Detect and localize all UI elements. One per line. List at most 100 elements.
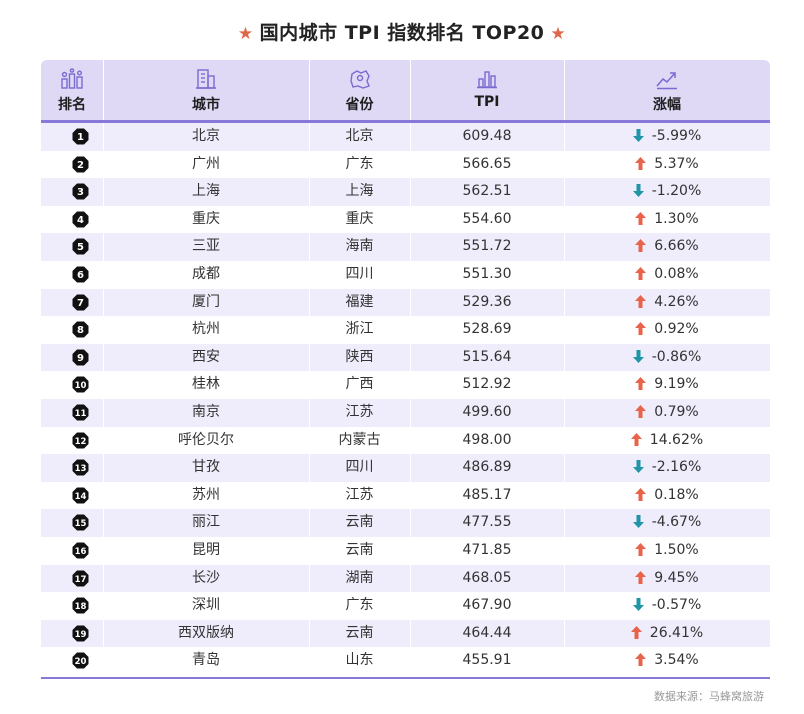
cell-province: 江苏 bbox=[345, 403, 374, 420]
cell-city: 长沙 bbox=[192, 569, 220, 586]
cell-province: 山东 bbox=[345, 652, 374, 669]
table-row: 15 丽江 云南 477.55 -4.67% bbox=[41, 509, 770, 537]
cell-province: 云南 bbox=[345, 624, 374, 641]
change-value: 0.08% bbox=[654, 265, 699, 282]
chart-title-text: 国内城市 TPI 指数排名 TOP20 bbox=[259, 22, 545, 44]
header-province-label: 省份 bbox=[345, 97, 374, 113]
table-row: 17 长沙 湖南 468.05 9.45% bbox=[41, 564, 770, 593]
cell-tpi: 477.55 bbox=[462, 514, 512, 531]
cell-city: 苏州 bbox=[192, 486, 220, 503]
header-city-label: 城市 bbox=[192, 97, 220, 113]
table-row: 20 青岛 山东 455.91 3.54% bbox=[41, 647, 770, 675]
table-row: 19 西双版纳 云南 464.44 26.41% bbox=[41, 619, 770, 648]
change-value: -0.57% bbox=[651, 597, 702, 614]
cell-province: 广西 bbox=[345, 376, 374, 393]
cell-change: 0.92% bbox=[564, 316, 770, 344]
rank-number: 14 bbox=[75, 492, 87, 502]
change-value: 0.79% bbox=[654, 403, 699, 420]
arrow-down-icon bbox=[632, 515, 644, 529]
cell-province: 广东 bbox=[345, 155, 374, 172]
header-rank-label: 排名 bbox=[58, 97, 86, 113]
cell-city: 三亚 bbox=[192, 238, 220, 255]
arrow-up-icon bbox=[635, 211, 647, 225]
rank-badge: 11 bbox=[72, 404, 89, 421]
change-value: 0.92% bbox=[654, 321, 699, 338]
rank-number: 2 bbox=[77, 160, 84, 171]
cell-province: 四川 bbox=[345, 265, 374, 282]
arrow-up-icon bbox=[635, 542, 647, 556]
rank-badge: 4 bbox=[72, 211, 89, 228]
cell-province: 浙江 bbox=[345, 321, 374, 338]
arrow-up-icon bbox=[635, 239, 647, 253]
cell-change: -5.99% bbox=[564, 123, 770, 151]
table-row: 7 厦门 福建 529.36 4.26% bbox=[41, 288, 770, 317]
rank-badge: 13 bbox=[72, 459, 89, 476]
change-value: 26.41% bbox=[649, 624, 704, 641]
change-value: 3.54% bbox=[654, 652, 699, 669]
arrow-down-icon bbox=[632, 460, 644, 474]
cell-province: 云南 bbox=[345, 541, 374, 558]
rank-number: 18 bbox=[75, 602, 87, 612]
cell-city: 南京 bbox=[192, 403, 220, 420]
arrow-up-icon bbox=[635, 487, 647, 501]
cell-change: 26.41% bbox=[564, 620, 770, 648]
cell-city: 杭州 bbox=[192, 321, 220, 338]
table-row: 12 呼伦贝尔 内蒙古 498.00 14.62% bbox=[41, 427, 770, 455]
cell-city: 桂林 bbox=[192, 376, 220, 393]
table-row: 14 苏州 江苏 485.17 0.18% bbox=[41, 482, 770, 510]
cell-province: 四川 bbox=[345, 459, 374, 476]
cell-city: 上海 bbox=[192, 183, 220, 200]
table-row: 4 重庆 重庆 554.60 1.30% bbox=[41, 206, 770, 234]
rank-number: 4 bbox=[77, 215, 84, 226]
cell-city: 呼伦贝尔 bbox=[178, 431, 234, 448]
cell-change: 5.37% bbox=[564, 151, 770, 179]
arrow-up-icon bbox=[635, 156, 647, 170]
table-row: 6 成都 四川 551.30 0.08% bbox=[41, 261, 770, 289]
cell-province: 内蒙古 bbox=[338, 431, 381, 448]
rank-badge: 3 bbox=[72, 183, 89, 200]
rank-number: 1 bbox=[77, 132, 84, 143]
star-icon: ★ bbox=[237, 24, 254, 44]
cell-city: 西双版纳 bbox=[178, 624, 234, 641]
rank-badge: 10 bbox=[72, 376, 89, 393]
cell-change: 3.54% bbox=[564, 647, 770, 675]
change-value: -0.86% bbox=[651, 348, 702, 365]
arrow-up-icon bbox=[635, 266, 647, 280]
change-value: -4.67% bbox=[651, 514, 702, 531]
rank-number: 3 bbox=[77, 187, 84, 198]
arrow-up-icon bbox=[635, 653, 647, 667]
change-value: 9.19% bbox=[654, 376, 699, 393]
rank-badge: 7 bbox=[72, 294, 89, 311]
rank-number: 8 bbox=[77, 325, 84, 336]
cell-tpi: 485.17 bbox=[462, 486, 512, 503]
cell-change: -0.57% bbox=[564, 592, 770, 620]
header-change-label: 涨幅 bbox=[653, 97, 681, 113]
ranking-bars-icon bbox=[61, 68, 83, 89]
cell-tpi: 467.90 bbox=[462, 597, 512, 614]
column-divider bbox=[309, 123, 310, 675]
cell-city: 西安 bbox=[192, 348, 220, 365]
table-row: 13 甘孜 四川 486.89 -2.16% bbox=[41, 454, 770, 482]
arrow-down-icon bbox=[632, 349, 644, 363]
rank-number: 10 bbox=[75, 382, 87, 392]
change-value: -1.20% bbox=[651, 183, 702, 200]
rank-badge: 8 bbox=[72, 321, 89, 338]
cell-province: 北京 bbox=[345, 128, 374, 144]
table-bottom-line bbox=[41, 677, 770, 679]
cell-change: 14.62% bbox=[564, 427, 770, 455]
header-divider bbox=[564, 60, 565, 120]
change-value: 14.62% bbox=[649, 431, 704, 448]
cell-tpi: 609.48 bbox=[462, 128, 512, 144]
cell-city: 丽江 bbox=[192, 514, 220, 531]
rank-number: 19 bbox=[75, 630, 87, 640]
cell-tpi: 562.51 bbox=[462, 183, 512, 200]
cell-tpi: 529.36 bbox=[462, 293, 512, 310]
table-row: 18 深圳 广东 467.90 -0.57% bbox=[41, 592, 770, 620]
cell-city: 广州 bbox=[192, 155, 220, 172]
cell-city: 昆明 bbox=[192, 541, 220, 558]
building-icon bbox=[196, 69, 216, 89]
cell-change: 1.50% bbox=[564, 537, 770, 565]
header-underline bbox=[41, 120, 770, 123]
change-value: 4.26% bbox=[654, 293, 699, 310]
column-divider bbox=[103, 123, 104, 675]
